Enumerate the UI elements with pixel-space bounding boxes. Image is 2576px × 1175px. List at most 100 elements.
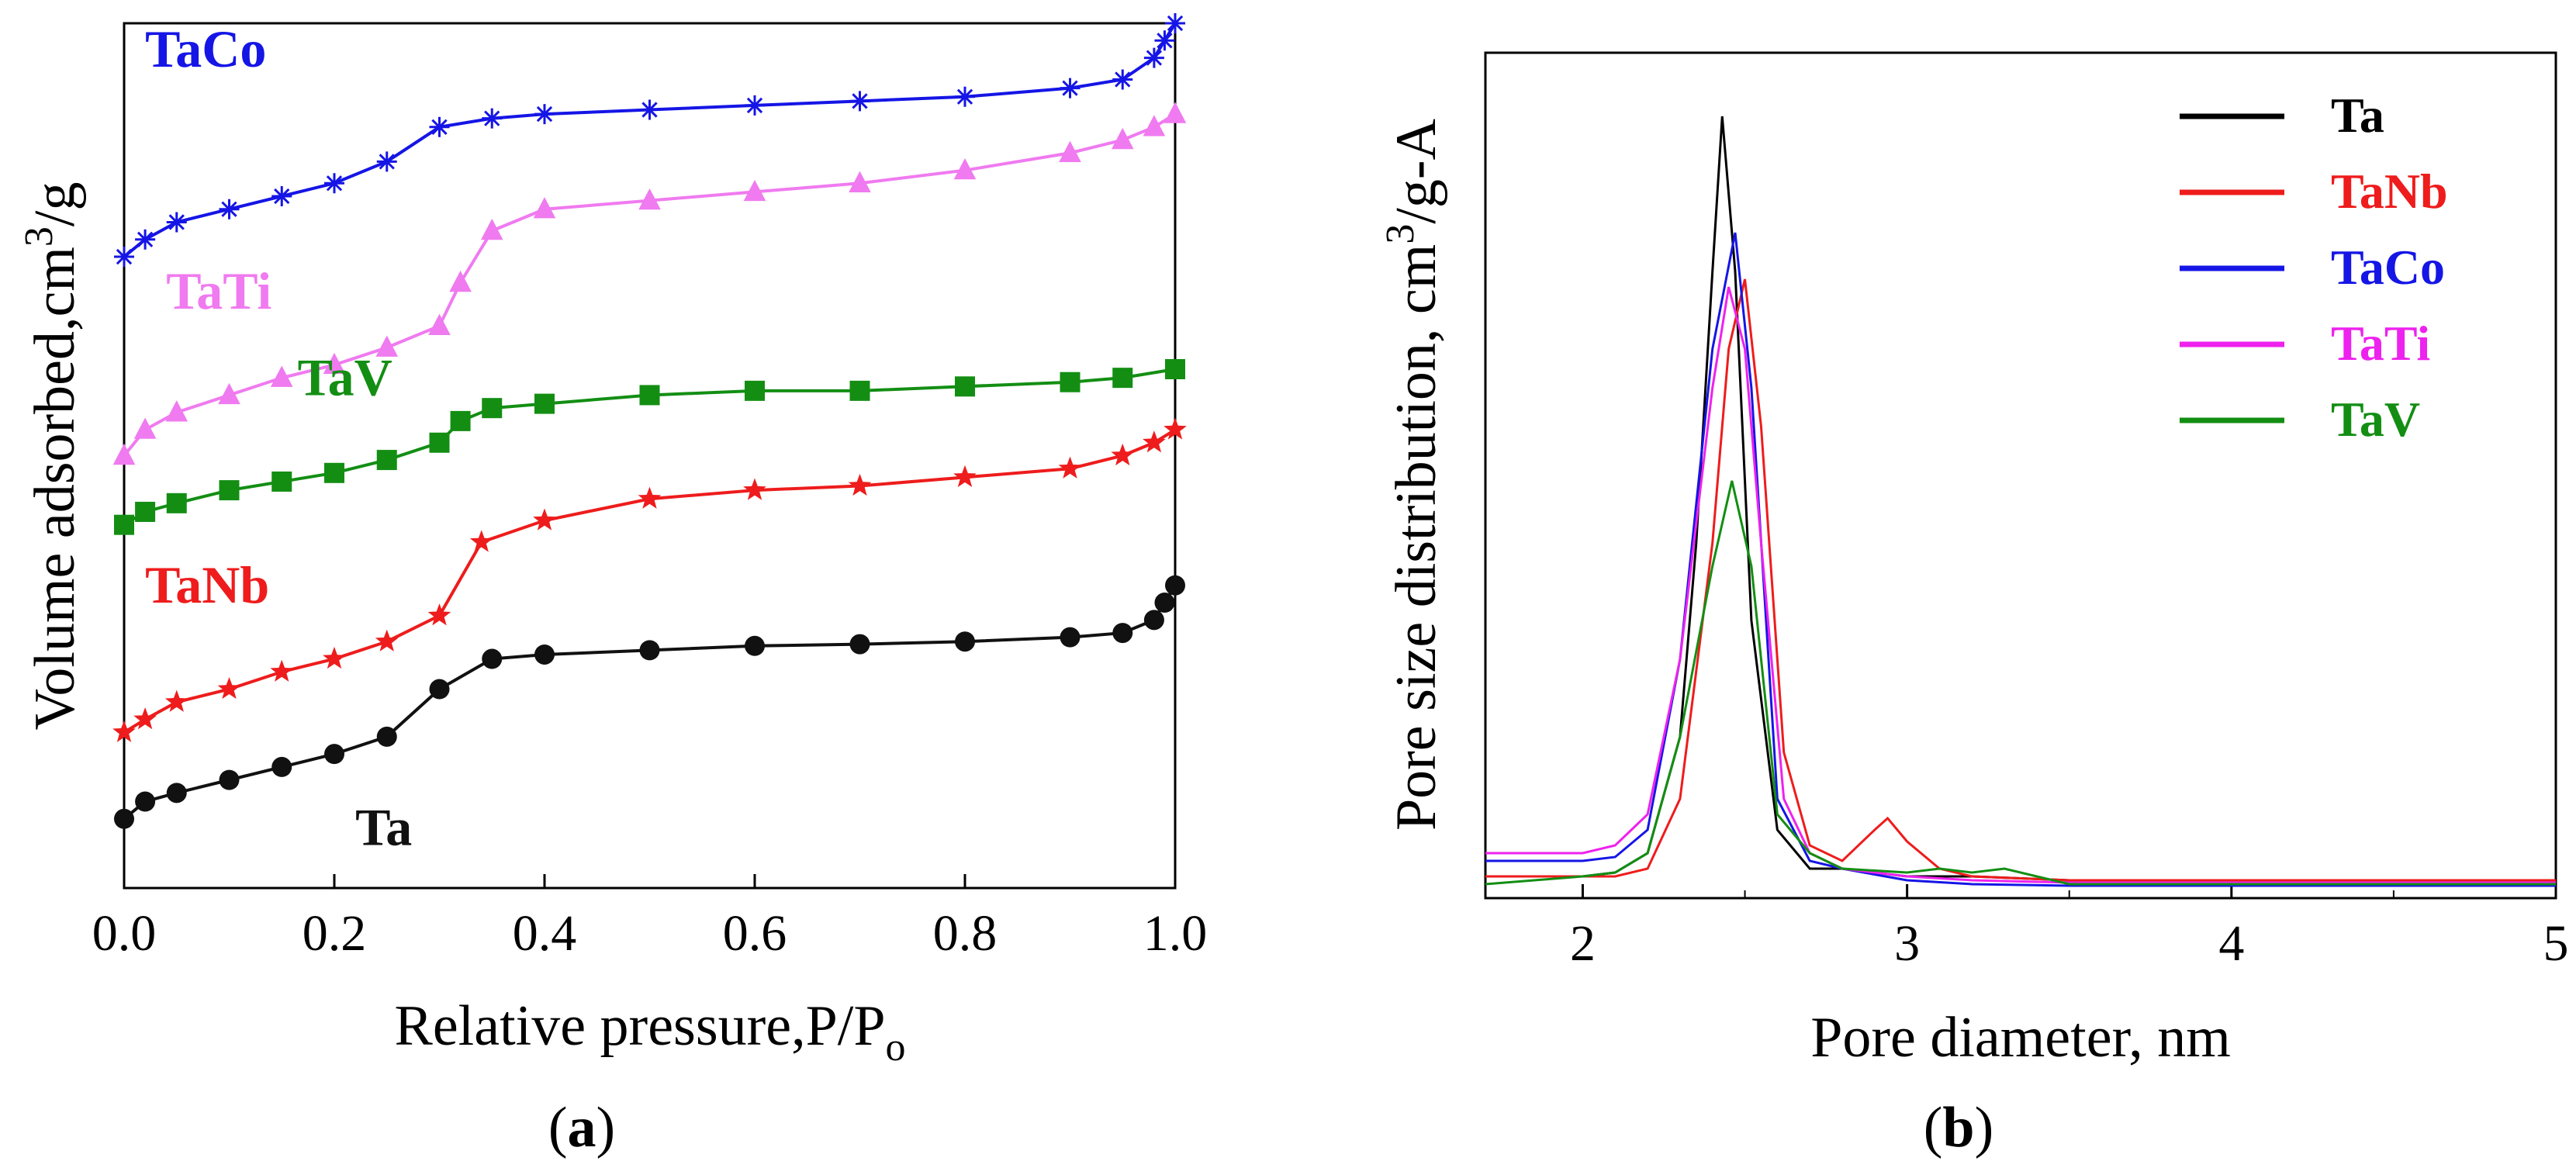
panel-b-x-tick-label: 2: [1570, 915, 1596, 972]
series-ta-point: [745, 635, 765, 656]
panel-b-series: [1485, 116, 2556, 887]
series-ta-point: [429, 679, 450, 700]
legend-label: Ta: [2331, 88, 2384, 143]
legend-item-tav: TaV: [2180, 392, 2420, 447]
panel-a-x-tick-label: 0.4: [513, 905, 577, 962]
panel-b-x-axis-title: Pore diameter, nm: [1810, 1006, 2231, 1070]
series-taco-point: [429, 116, 450, 137]
series-tati-point: [1164, 102, 1187, 123]
panel-a-label: (a): [548, 1096, 615, 1159]
panel-b-label: (b): [1924, 1096, 1993, 1159]
legend-item-ta: Ta: [2180, 88, 2384, 143]
series-tati-point: [375, 335, 399, 357]
series-tanb-point: [270, 659, 294, 682]
series-tanb-point: [1164, 417, 1187, 440]
series-ta: [114, 575, 1185, 829]
legend-label: TaV: [2331, 392, 2420, 447]
panel-a-isotherms: 0.0 0.2 0.4 0.6 0.8 1.0 TaCo TaTi TaV TaNb Ta Rel…: [17, 13, 1207, 1159]
series-label-taco: TaCo: [145, 19, 266, 78]
series-ta-point: [1143, 610, 1164, 631]
series-tanb-point: [112, 720, 136, 742]
series-taco-point: [534, 104, 555, 125]
series-ta-point: [1112, 623, 1133, 644]
legend-item-tanb: TaNb: [2180, 164, 2448, 219]
series-ta-point: [849, 634, 870, 655]
panel-b-pore-size: 2 3 4 5 Ta TaNb TaCo TaTi TaV Pore diameter, nm…: [1378, 51, 2569, 1159]
legend-item-taco: TaCo: [2180, 240, 2445, 295]
series-taco-point: [1143, 47, 1164, 68]
series-taco: [114, 13, 1185, 268]
series-tav-point: [1060, 372, 1081, 392]
series-tati-point: [1111, 127, 1134, 150]
series-taco-point: [849, 91, 870, 112]
series-ta-point: [114, 808, 134, 829]
series-ta-point: [955, 631, 975, 652]
panel-b-plot-frame: [1484, 51, 2557, 900]
series-tav-point: [219, 480, 240, 501]
series-tanb-point: [427, 603, 451, 626]
series-tanb-point: [164, 689, 188, 712]
series-tav-point: [324, 462, 344, 483]
panel-b-x-ticks: 2 3 4 5: [1570, 884, 2569, 972]
series-taco-point: [114, 247, 134, 268]
series-tanb-point: [323, 646, 346, 669]
series-tav-point: [166, 492, 187, 513]
series-tanb-point: [1111, 443, 1135, 466]
series-tanb-psd-line: [1485, 278, 2556, 882]
series-ta-point: [482, 648, 503, 669]
series-tanb-point: [533, 508, 556, 530]
series-taco-point: [482, 108, 503, 129]
series-tav-point: [482, 398, 503, 419]
series-taco-point: [1060, 78, 1081, 98]
series-taco-point: [166, 212, 187, 233]
series-tati-psd-line: [1485, 286, 2556, 884]
panel-b-legend: Ta TaNb TaCo TaTi TaV: [2180, 88, 2448, 447]
panel-a-x-tick-label: 0.8: [933, 905, 998, 962]
series-taco-line: [123, 22, 1177, 258]
series-tati-point: [480, 219, 503, 240]
series-tav: [114, 359, 1185, 535]
series-tav-point: [429, 432, 450, 453]
panel-b-x-tick-label: 4: [2218, 915, 2244, 972]
series-ta-point: [219, 769, 240, 790]
series-tati-point: [1143, 115, 1166, 137]
series-ta-psd-line: [1485, 116, 2556, 882]
series-tati-point: [533, 197, 556, 219]
panel-b-x-tick-label: 5: [2543, 915, 2569, 972]
series-taco-point: [135, 229, 156, 250]
panel-a-x-tick-label: 0.6: [723, 905, 787, 962]
series-label-tav: TaV: [298, 347, 392, 406]
series-tav-point: [745, 380, 765, 401]
series-tanb-point: [953, 465, 977, 487]
series-taco-point: [1165, 13, 1185, 33]
series-tati-point: [165, 400, 188, 422]
panel-a-x-tick-label: 0.0: [92, 905, 157, 962]
series-tav-point: [450, 410, 471, 431]
series-taco-point: [376, 151, 397, 172]
series-tanb-point: [217, 676, 241, 700]
series-tati: [112, 102, 1187, 465]
panel-a-x-ticks: 0.0 0.2 0.4 0.6 0.8 1.0: [92, 874, 1207, 962]
series-label-ta: Ta: [355, 797, 412, 856]
series-taco-point: [955, 86, 975, 107]
series-tati-point: [270, 365, 293, 387]
legend-item-tati: TaTi: [2180, 316, 2430, 371]
series-tav-point: [376, 450, 397, 471]
series-tati-point: [449, 270, 472, 292]
series-taco-psd-line: [1485, 232, 2556, 887]
panel-b-x-tick-label: 3: [1894, 915, 1920, 972]
series-ta-point: [639, 640, 660, 661]
series-tanb-point: [1143, 430, 1166, 453]
panel-a-x-tick-label: 0.2: [303, 905, 367, 962]
panel-b-y-axis-title: Pore size distribution, cm3/g-A: [1378, 119, 1448, 831]
series-taco-point: [639, 99, 660, 120]
series-tati-point: [112, 443, 136, 465]
series-ta-point: [534, 644, 555, 665]
series-tanb-point: [848, 473, 872, 496]
series-tav-psd-line: [1485, 480, 2556, 886]
series-tav-point: [1165, 359, 1185, 379]
series-ta-point: [1165, 575, 1185, 596]
series-taco-point: [745, 95, 765, 116]
panel-a-x-axis-title: Relative pressure,P/Po: [394, 994, 905, 1070]
